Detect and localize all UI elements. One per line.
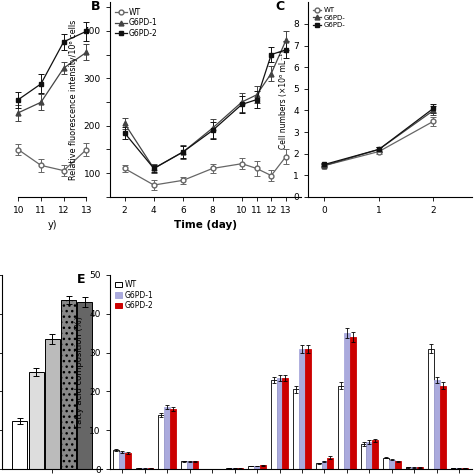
Bar (61, 300, 76, 469)
Bar (158, 415, 164, 469)
Bar (125, 453, 131, 469)
Bar (428, 349, 434, 469)
Bar (45, 339, 60, 469)
Bar (113, 450, 119, 469)
Text: B: B (91, 0, 100, 13)
Bar (271, 380, 277, 469)
Bar (226, 468, 232, 469)
Bar (254, 466, 260, 469)
Bar (395, 462, 401, 469)
Bar (328, 457, 333, 469)
Bar (305, 349, 311, 469)
Bar (350, 337, 356, 469)
Bar (119, 452, 125, 469)
Bar (450, 468, 456, 469)
Bar (383, 457, 389, 469)
Bar (192, 462, 199, 469)
Bar (406, 467, 411, 469)
Bar (434, 380, 440, 469)
Y-axis label: Fatty acid composition (%): Fatty acid composition (%) (75, 316, 84, 428)
Legend: WT, G6PD-1, G6PD-2: WT, G6PD-1, G6PD-2 (114, 279, 155, 311)
Bar (248, 466, 254, 469)
Bar (237, 468, 243, 469)
Bar (344, 333, 350, 469)
Y-axis label: Cell numbers (×10⁶ mL⁻¹): Cell numbers (×10⁶ mL⁻¹) (279, 50, 288, 149)
Bar (440, 386, 446, 469)
Bar (260, 465, 266, 469)
Bar (293, 390, 299, 469)
Bar (411, 467, 417, 469)
Bar (28, 372, 44, 469)
Bar (170, 409, 176, 469)
Legend: WT, G6PD-1, G6PD-2: WT, G6PD-1, G6PD-2 (114, 6, 159, 39)
Bar (338, 386, 344, 469)
Bar (12, 420, 27, 469)
Legend: WT, G6PD-, G6PD-: WT, G6PD-, G6PD- (311, 6, 346, 29)
Bar (164, 407, 170, 469)
Bar (456, 468, 462, 469)
Y-axis label: Relative fluorescence intensity/10⁶ cells: Relative fluorescence intensity/10⁶ cell… (69, 19, 78, 180)
Bar (372, 440, 378, 469)
Bar (283, 378, 288, 469)
Bar (277, 378, 283, 469)
Bar (232, 468, 237, 469)
Bar (299, 349, 305, 469)
Bar (77, 302, 92, 469)
Bar (361, 444, 366, 469)
Bar (147, 468, 154, 469)
Bar (187, 462, 192, 469)
Bar (366, 442, 372, 469)
X-axis label: y): y) (47, 220, 57, 230)
Bar (389, 459, 395, 469)
Text: C: C (275, 0, 284, 13)
Bar (417, 467, 423, 469)
X-axis label: Time (day): Time (day) (173, 220, 237, 230)
Bar (181, 462, 187, 469)
Bar (316, 464, 321, 469)
Bar (136, 468, 142, 469)
Bar (142, 468, 147, 469)
Text: E: E (77, 273, 86, 286)
Bar (462, 468, 468, 469)
Bar (321, 462, 328, 469)
